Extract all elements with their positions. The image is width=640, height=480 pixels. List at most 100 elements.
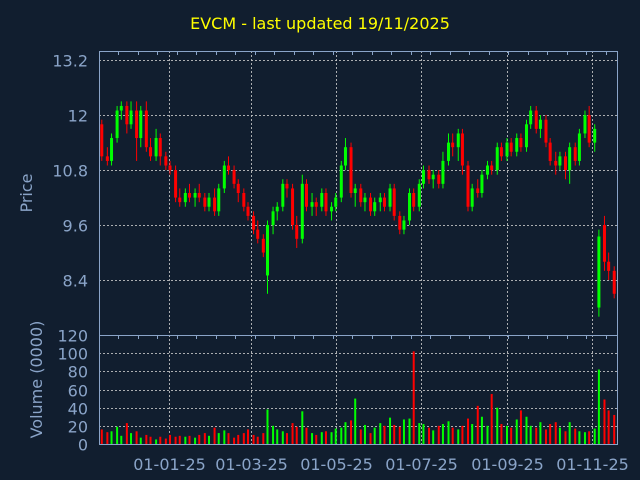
volume-bar [461, 425, 464, 444]
price-axis-title: Price [17, 173, 36, 212]
candle-body [460, 133, 464, 166]
candle-body [495, 147, 499, 171]
candle-body [587, 115, 591, 143]
candle-body [300, 183, 304, 239]
candle-body [129, 110, 133, 125]
candle-body [330, 206, 334, 212]
volume-bar [198, 434, 201, 444]
volume-bar [544, 429, 547, 444]
volume-bar [359, 429, 362, 444]
candle-body [505, 142, 509, 157]
volume-bar [145, 434, 148, 444]
volume-bar [340, 427, 343, 444]
candle-body [188, 193, 192, 198]
volume-bar [535, 427, 538, 444]
candle-body [456, 133, 460, 148]
volume-bar [428, 427, 431, 444]
candle-body [593, 128, 597, 143]
candle-body [519, 138, 523, 148]
volume-bar [389, 417, 392, 444]
candle-body [447, 142, 451, 161]
candle-body [343, 147, 347, 166]
candle-body [110, 138, 114, 161]
volume-bar [432, 430, 435, 444]
candle-body [217, 188, 221, 212]
candle-body [119, 105, 123, 111]
volume-bar [164, 438, 167, 444]
volume-bar [130, 433, 133, 444]
volume-tick-label: 0 [78, 436, 88, 455]
volume-bar [441, 424, 444, 444]
candle-body [544, 119, 548, 143]
candle-body [246, 206, 250, 216]
candle-body [534, 110, 538, 129]
volume-bar [519, 410, 522, 444]
candle-body [476, 188, 480, 193]
volume-bar [311, 433, 314, 444]
volume-bar [233, 437, 236, 444]
candle-body [349, 147, 353, 193]
volume-bar [588, 431, 591, 444]
volume-bar [467, 418, 470, 444]
volume-bar [350, 420, 353, 444]
volume-bar [149, 436, 152, 444]
volume-bar [208, 435, 211, 444]
volume-panel-frame [99, 335, 618, 445]
candle-body [451, 142, 455, 148]
candle-body [597, 236, 601, 308]
candle-body [466, 165, 470, 207]
volume-bar [242, 433, 245, 444]
candle-body [295, 225, 299, 239]
price-tick-label: 10.8 [52, 162, 88, 181]
candle-body [174, 170, 178, 198]
candle-body [486, 165, 489, 175]
candle-body [388, 188, 392, 207]
candle-body [412, 193, 416, 207]
candle-body [291, 188, 295, 226]
candle-body [265, 225, 269, 276]
volume-bar [398, 426, 401, 444]
candle-body [285, 183, 289, 189]
candle-body [207, 197, 211, 207]
volume-bar [178, 435, 181, 444]
candle-body [178, 197, 182, 203]
volume-bar [174, 436, 177, 444]
candle-body [324, 193, 328, 212]
candle-body [509, 142, 513, 152]
candle-body [222, 165, 226, 189]
volume-bar [402, 419, 405, 444]
candle-body [193, 193, 197, 198]
candle-body [100, 124, 104, 157]
volume-bar [369, 433, 372, 444]
candle-body [183, 193, 187, 203]
volume-tick-label: 60 [68, 382, 88, 401]
candle-body [144, 110, 148, 148]
candle-body [339, 165, 343, 198]
candle-body [392, 188, 396, 216]
volume-bar [578, 431, 581, 444]
candle-body [421, 170, 425, 184]
candle-body [275, 206, 279, 212]
price-tick-label: 8.4 [63, 272, 88, 291]
volume-bar [476, 405, 479, 444]
volume-bar [505, 425, 508, 444]
volume-bar [525, 416, 528, 444]
candle-body [408, 193, 412, 221]
volume-tick-label: 40 [68, 400, 88, 419]
candle-body [227, 165, 230, 171]
volume-bar [139, 437, 142, 444]
volume-bar [529, 425, 532, 444]
volume-bar [613, 414, 616, 444]
candle-body [490, 165, 494, 171]
candle-body [437, 174, 441, 184]
volume-bar [116, 426, 119, 444]
candle-body [563, 156, 567, 171]
volume-bar [252, 434, 255, 444]
candle-body [203, 197, 207, 207]
date-tick-label: 01-01-25 [133, 455, 206, 474]
candle-body [427, 170, 431, 180]
candle-body [314, 202, 318, 207]
candle-body [558, 156, 562, 166]
candle-body [431, 174, 435, 180]
